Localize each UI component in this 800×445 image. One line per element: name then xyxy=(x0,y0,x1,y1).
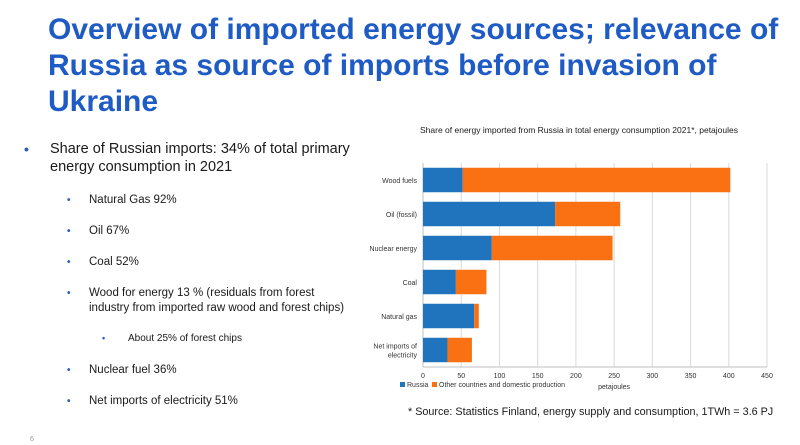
bullet-text: Natural Gas 92% xyxy=(89,194,177,206)
category-label: Oil (fossil) xyxy=(386,212,417,219)
bullet-dot-icon: • xyxy=(102,333,106,343)
x-tick-label: 250 xyxy=(608,373,620,380)
bullet-dot-icon: • xyxy=(67,396,71,407)
bullet-main-text: Share of Russian imports: 34% of total p… xyxy=(50,141,350,175)
x-tick-label: 300 xyxy=(646,373,658,380)
bar-other xyxy=(455,269,487,295)
bullet-main: • Share of Russian imports: 34% of total… xyxy=(22,140,352,176)
bar-russia xyxy=(423,201,556,227)
bullet-dot-icon: • xyxy=(67,288,71,299)
x-tick-label: 150 xyxy=(532,373,544,380)
category-label: Nuclear energy xyxy=(370,246,418,253)
legend-swatch xyxy=(400,382,405,387)
bullet-natural-gas: • Natural Gas 92% xyxy=(22,193,352,208)
bullet-nuclear: • Nuclear fuel 36% xyxy=(22,363,352,378)
slide-title: Overview of imported energy sources; rel… xyxy=(48,13,779,118)
category-label: Net imports of xyxy=(373,344,417,351)
legend-label: Russia xyxy=(407,382,429,389)
source-note: * Source: Statistics Finland, energy sup… xyxy=(408,406,774,418)
bullet-forest-chips: • About 25% of forest chips xyxy=(22,332,352,345)
legend-swatch xyxy=(432,382,437,387)
bullet-text: Coal 52% xyxy=(89,256,139,268)
bullet-wood: • Wood for energy 13 % (residuals from f… xyxy=(22,286,352,316)
x-tick-label: 350 xyxy=(685,373,697,380)
category-label: Coal xyxy=(403,280,418,287)
chart-title: Share of energy imported from Russia in … xyxy=(420,125,738,135)
bullet-dot-icon: • xyxy=(67,195,71,206)
x-tick-label: 50 xyxy=(457,373,465,380)
bullet-text: Net imports of electricity 51% xyxy=(89,395,238,407)
x-axis-label: petajoules xyxy=(598,384,630,391)
bullet-coal: • Coal 52% xyxy=(22,255,352,270)
x-tick-label: 450 xyxy=(761,373,773,380)
bullet-dot-icon: • xyxy=(24,141,29,157)
x-tick-label: 400 xyxy=(723,373,735,380)
bar-russia xyxy=(423,235,492,261)
bullet-text: Wood for energy 13 % (residuals from for… xyxy=(89,287,345,314)
bullet-dot-icon: • xyxy=(67,257,71,268)
bar-russia xyxy=(423,167,463,193)
bullet-text: Oil 67% xyxy=(89,225,130,237)
bullet-list: • Share of Russian imports: 34% of total… xyxy=(22,140,352,425)
bullet-text: Nuclear fuel 36% xyxy=(89,364,177,376)
bar-other xyxy=(474,303,479,329)
bullet-text: About 25% of forest chips xyxy=(128,333,242,344)
x-tick-label: 200 xyxy=(570,373,582,380)
page-marker: 6 xyxy=(30,436,34,443)
category-label: Wood fuels xyxy=(382,178,417,185)
bar-other xyxy=(447,337,472,363)
x-tick-label: 100 xyxy=(494,373,506,380)
bullet-electricity: • Net imports of electricity 51% xyxy=(22,394,352,409)
bar-other xyxy=(555,201,621,227)
bar-russia xyxy=(423,337,448,363)
bullet-dot-icon: • xyxy=(67,365,71,376)
bar-russia xyxy=(423,303,475,329)
bar-other xyxy=(462,167,731,193)
category-label: Natural gas xyxy=(381,314,417,321)
bullet-dot-icon: • xyxy=(67,226,71,237)
bullet-oil: • Oil 67% xyxy=(22,224,352,239)
bar-russia xyxy=(423,269,456,295)
category-label: electricity xyxy=(388,353,418,360)
stacked-bar-chart: 0 50 100 150 200 250 300 350 400 450 Wood fuels Oil… xyxy=(370,163,773,391)
x-tick-label: 0 xyxy=(421,373,425,380)
legend-label: Other countries and domestic production xyxy=(439,382,565,389)
bar-other xyxy=(491,235,613,261)
